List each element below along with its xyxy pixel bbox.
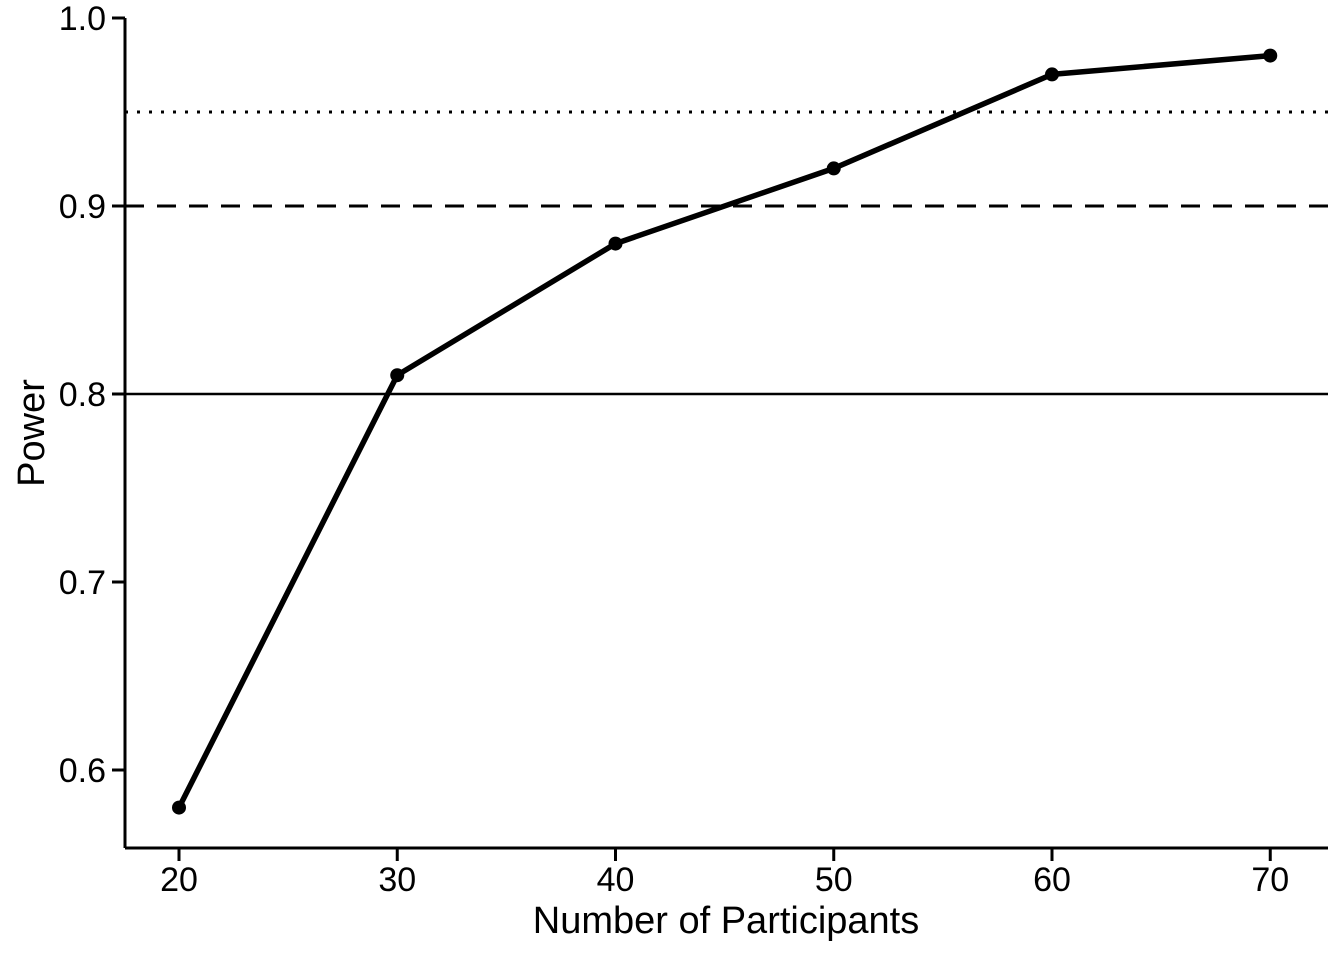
y-axis-title: Power [11,379,53,487]
axes: 0.6 0.7 0.8 0.9 1.0 20 30 40 50 60 70 [59,0,1328,899]
x-tick-label-70: 70 [1251,861,1289,899]
x-tick-label-30: 30 [378,861,416,899]
x-tick-label-40: 40 [597,861,635,899]
x-tick-label-50: 50 [815,861,853,899]
data-point-n20 [172,800,186,815]
x-tick-label-20: 20 [160,861,198,899]
data-point-n30 [390,368,405,383]
power-curve-line [176,52,1273,811]
data-point-n60 [1045,67,1059,82]
y-tick-label-0.8: 0.8 [59,376,106,414]
y-tick-label-0.9: 0.9 [59,188,106,226]
data-point-n70 [1263,48,1278,63]
reference-lines [125,110,1328,396]
data-point-n50 [826,161,841,176]
x-axis-title: Number of Participants [533,900,920,942]
y-tick-label-0.7: 0.7 [59,564,106,602]
x-tick-label-60: 60 [1033,861,1071,899]
y-tick-label-0.6: 0.6 [59,752,106,790]
data-point-n40 [608,236,623,251]
power-series [172,48,1278,815]
y-tick-label-1.0: 1.0 [59,0,106,38]
